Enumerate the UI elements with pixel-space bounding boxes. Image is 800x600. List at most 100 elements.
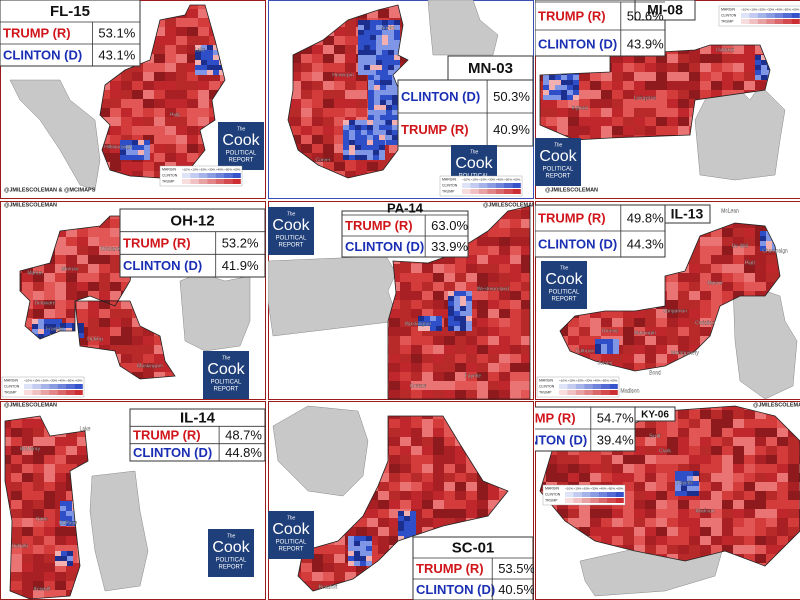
precinct	[22, 518, 33, 527]
precinct	[143, 81, 154, 90]
logo-cook: Cook	[455, 155, 493, 172]
precinct	[176, 81, 187, 90]
precinct-dem	[567, 80, 573, 85]
precinct	[187, 36, 198, 45]
precinct-dem	[388, 65, 394, 70]
precinct	[755, 291, 766, 300]
precinct-dem	[466, 291, 472, 296]
precinct	[312, 153, 323, 162]
precinct-dem	[367, 120, 373, 125]
precinct	[66, 563, 77, 572]
precinct	[656, 81, 667, 90]
precinct	[722, 273, 733, 282]
candidate-name: CLINTON (D)	[133, 445, 212, 460]
legend-swatch-dem	[24, 384, 33, 389]
precinct	[132, 108, 143, 117]
precinct	[455, 446, 466, 455]
precinct-dem	[386, 105, 392, 110]
precinct-dem	[349, 145, 355, 150]
legend-swatch-dem	[774, 13, 783, 18]
precinct	[110, 291, 121, 300]
precinct-dem	[55, 561, 61, 566]
precinct	[312, 72, 323, 81]
precinct	[121, 318, 132, 327]
precinct	[477, 381, 488, 390]
precinct	[466, 282, 477, 291]
precinct	[11, 518, 22, 527]
precinct	[154, 81, 165, 90]
legend-scale-label: >50%	[783, 7, 791, 11]
precinct	[22, 473, 33, 482]
precinct-dem	[343, 145, 349, 150]
precinct-dem	[755, 60, 761, 65]
credit: @JMILESCOLEMAN	[4, 402, 57, 408]
precinct	[11, 446, 22, 455]
precinct	[601, 126, 612, 135]
precinct	[132, 162, 143, 171]
precinct	[110, 345, 121, 354]
precinct	[55, 572, 66, 581]
precinct	[388, 372, 389, 381]
legend-swatch-dem	[74, 384, 83, 389]
precinct	[389, 345, 400, 354]
precinct-dem	[60, 328, 66, 333]
precinct	[389, 455, 400, 464]
precinct	[499, 345, 510, 354]
precinct	[656, 117, 667, 126]
precinct-dem	[61, 551, 67, 556]
precinct-dem	[392, 90, 398, 95]
precinct	[143, 99, 154, 108]
county-label: Hennepin	[332, 72, 354, 78]
precinct-dem	[126, 150, 132, 155]
precinct	[590, 72, 601, 81]
precinct	[388, 381, 389, 390]
precinct	[334, 90, 345, 99]
precinct	[99, 300, 110, 309]
precinct	[744, 255, 755, 264]
precinct	[22, 455, 33, 464]
precinct	[722, 255, 733, 264]
precinct	[744, 237, 755, 246]
precinct	[700, 237, 711, 246]
precinct	[88, 264, 99, 273]
precinct	[110, 246, 121, 255]
precinct-dem	[376, 55, 382, 60]
legend-scale-label: >60%	[513, 177, 521, 181]
precinct-dem	[349, 140, 355, 145]
candidate-name: TRUMP (R)	[345, 218, 413, 233]
precinct	[411, 390, 422, 399]
precinct-dem	[60, 516, 66, 521]
precinct-dem	[382, 30, 388, 35]
precinct	[121, 126, 132, 135]
logo-line1: POLITICAL	[226, 151, 257, 157]
precinct	[290, 108, 301, 117]
precinct-dem	[50, 319, 56, 324]
district-outline	[387, 205, 531, 400]
precinct	[187, 99, 198, 108]
precinct-dem	[207, 60, 213, 65]
precinct	[154, 363, 165, 372]
precinct	[678, 300, 689, 309]
precinct	[510, 390, 521, 399]
legend-scale-label: >20%	[576, 378, 584, 382]
precinct-dem	[460, 321, 466, 326]
precinct-dem	[573, 90, 579, 95]
precinct	[521, 354, 530, 363]
precinct	[488, 327, 499, 336]
precinct	[99, 282, 110, 291]
precinct	[590, 90, 601, 99]
precinct	[623, 327, 634, 336]
precinct-dem	[361, 140, 367, 145]
precinct-dem	[460, 291, 466, 296]
precinct	[198, 36, 209, 45]
precinct	[645, 363, 656, 371]
precinct	[22, 563, 33, 572]
precinct	[99, 228, 110, 237]
precinct	[77, 273, 88, 282]
state-inset	[427, 0, 499, 56]
precinct	[656, 126, 667, 135]
precinct	[77, 336, 88, 345]
candidate-name: CLINTON (D)	[3, 47, 82, 62]
precinct	[44, 509, 55, 518]
